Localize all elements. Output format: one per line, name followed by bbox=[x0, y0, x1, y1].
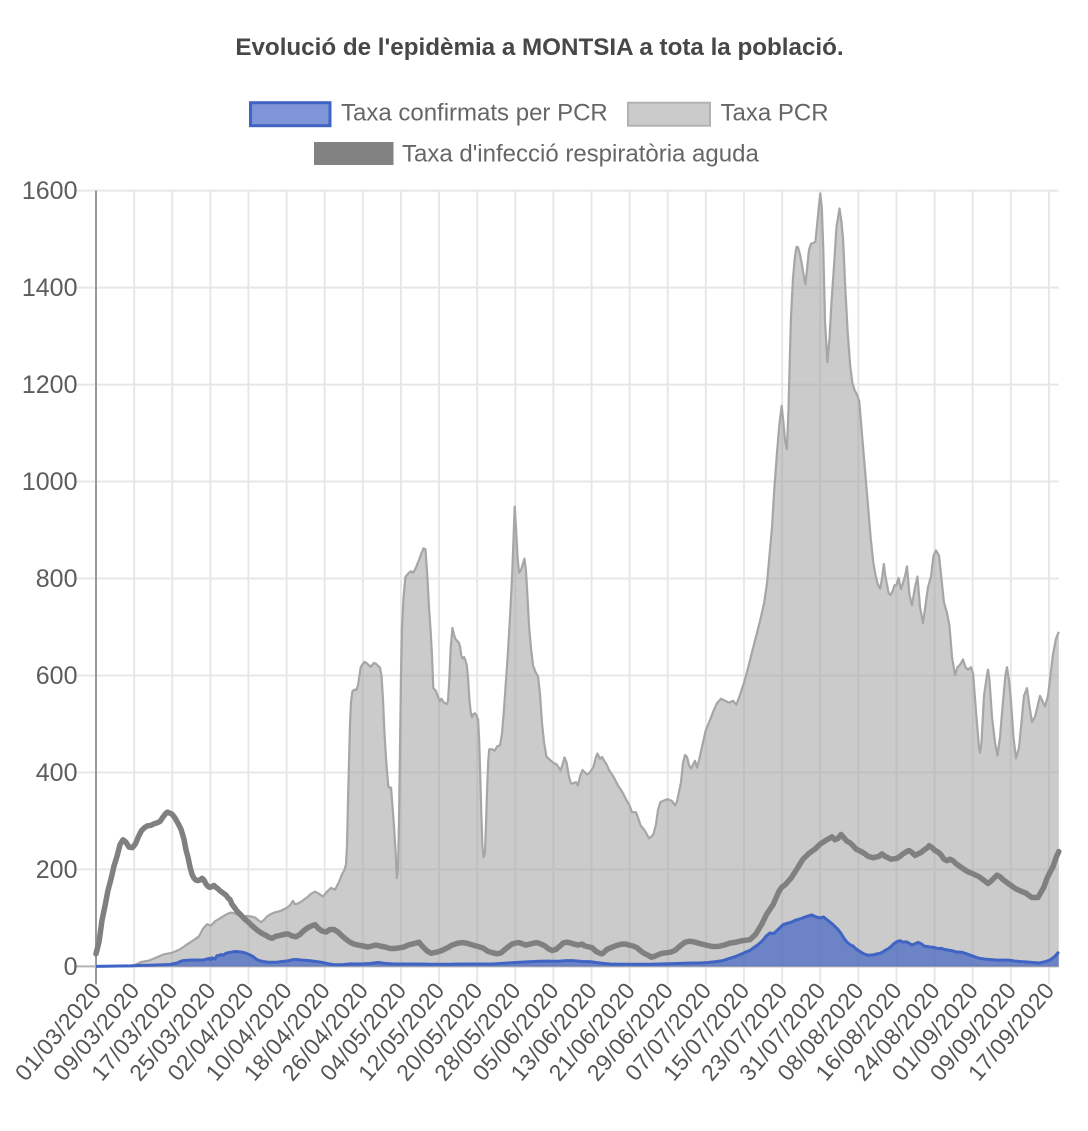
svg-text:1000: 1000 bbox=[22, 468, 78, 496]
svg-text:Taxa PCR: Taxa PCR bbox=[721, 99, 829, 126]
svg-text:400: 400 bbox=[36, 759, 78, 787]
svg-text:Taxa confirmats per PCR: Taxa confirmats per PCR bbox=[341, 99, 608, 126]
svg-text:1600: 1600 bbox=[22, 177, 78, 205]
svg-text:800: 800 bbox=[36, 565, 78, 593]
svg-text:0: 0 bbox=[64, 953, 78, 981]
svg-text:600: 600 bbox=[36, 662, 78, 690]
svg-text:1400: 1400 bbox=[22, 274, 78, 302]
svg-text:200: 200 bbox=[36, 856, 78, 884]
svg-text:1200: 1200 bbox=[22, 371, 78, 399]
svg-text:Taxa d'infecció respiratòria a: Taxa d'infecció respiratòria aguda bbox=[402, 140, 759, 167]
svg-text:Evolució de l'epidèmia a MONTS: Evolució de l'epidèmia a MONTSIA a tota … bbox=[235, 34, 843, 61]
